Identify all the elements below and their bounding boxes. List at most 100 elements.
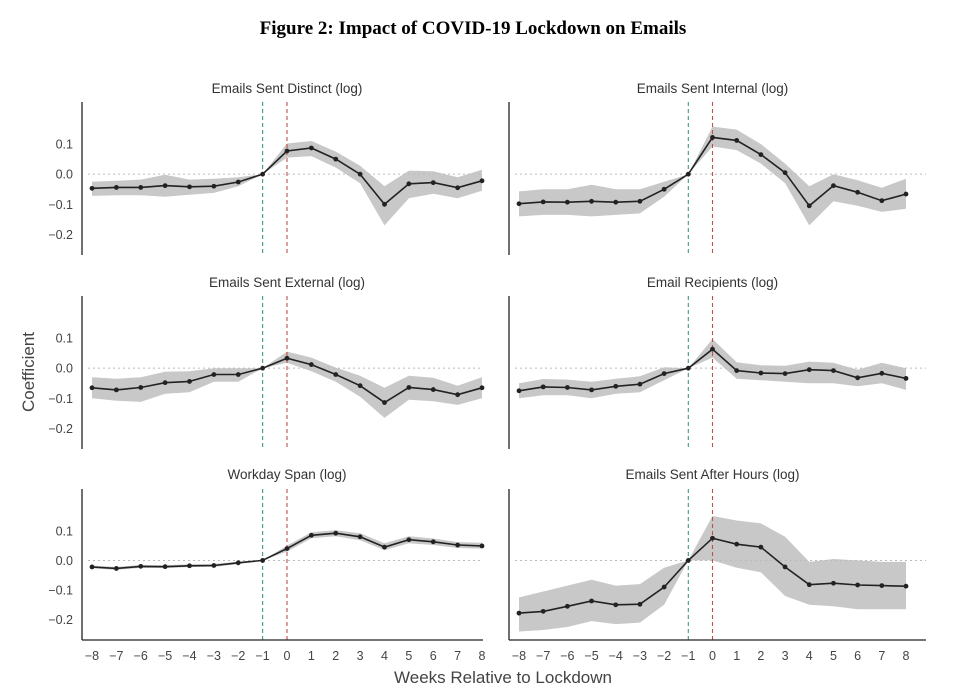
figure-title: Figure 2: Impact of COVID-19 Lockdown on… — [260, 18, 687, 39]
y-tick-label: −0.2 — [48, 228, 73, 242]
data-point — [855, 189, 861, 195]
data-point — [430, 387, 436, 392]
panel-1: Emails Sent Distinct (log) 0.1 0.0 −0.1 −0.2 — [48, 81, 485, 255]
x-tick-label: −2 — [657, 649, 671, 663]
data-point — [187, 563, 192, 569]
data-point — [357, 534, 363, 540]
y-tick-label: −0.1 — [48, 198, 73, 212]
data-point — [113, 566, 119, 571]
panel-title: Emails Sent Distinct (log) — [212, 81, 363, 96]
y-tick-label: 0.0 — [56, 168, 73, 182]
x-tick-label: 4 — [381, 649, 388, 663]
panel-title: Emails Sent Internal (log) — [637, 81, 789, 96]
data-point — [685, 365, 691, 371]
y-tick-label: −0.2 — [48, 422, 73, 436]
data-point — [382, 544, 387, 550]
data-point — [879, 198, 885, 204]
data-point — [831, 183, 836, 189]
y-tick-label: 0.1 — [56, 332, 73, 346]
x-tick-label: 6 — [854, 649, 861, 663]
data-point — [455, 542, 461, 548]
data-point — [758, 544, 764, 550]
x-tick-label: 1 — [733, 649, 740, 663]
data-point — [613, 383, 619, 389]
x-tick-label: −8 — [85, 649, 99, 663]
data-point — [479, 543, 485, 549]
data-point — [357, 171, 363, 177]
data-point — [758, 370, 764, 376]
data-point — [661, 584, 667, 590]
data-point — [406, 537, 412, 543]
x-tick-label: 5 — [405, 649, 412, 663]
data-point — [782, 564, 788, 570]
data-point — [685, 558, 691, 563]
y-tick-label: −0.2 — [48, 613, 73, 627]
data-point — [903, 583, 909, 589]
data-point — [138, 185, 144, 190]
data-point — [637, 198, 643, 204]
x-tick-label: 7 — [454, 649, 461, 663]
x-tick-label: −7 — [109, 649, 123, 663]
data-point — [637, 381, 643, 387]
x-tick-label: −4 — [182, 649, 196, 663]
x-tick-label: −1 — [681, 649, 695, 663]
data-point — [613, 199, 619, 205]
data-point — [879, 370, 885, 376]
data-point — [806, 582, 812, 588]
data-point — [903, 191, 909, 197]
data-point — [308, 362, 314, 367]
x-tick-label: −8 — [512, 649, 526, 663]
data-point — [357, 383, 363, 389]
data-point — [831, 580, 836, 586]
data-point — [333, 156, 339, 162]
data-point — [430, 539, 436, 545]
panel-4: Email Recipients (log) — [508, 275, 926, 449]
data-point — [260, 365, 266, 371]
x-tick-label: 1 — [308, 649, 315, 663]
data-point — [879, 583, 885, 588]
data-point — [564, 385, 570, 390]
data-point — [564, 199, 570, 205]
data-point — [211, 563, 217, 568]
data-point — [589, 387, 594, 393]
y-tick-label: 0.0 — [56, 362, 73, 376]
data-point — [661, 371, 667, 377]
data-point — [162, 380, 168, 386]
data-point — [455, 392, 461, 398]
data-point — [479, 178, 485, 184]
x-tick-label: 3 — [357, 649, 364, 663]
data-point — [782, 371, 788, 377]
data-point — [661, 186, 667, 192]
data-point — [308, 145, 314, 151]
x-tick-label: 6 — [430, 649, 437, 663]
data-point — [211, 183, 217, 189]
x-tick-label: 0 — [284, 649, 291, 663]
data-point — [637, 601, 643, 607]
y-tick-label: 0.0 — [56, 554, 73, 568]
data-point — [235, 179, 241, 185]
data-point — [479, 385, 485, 391]
panel-title: Workday Span (log) — [227, 467, 346, 482]
x-tick-label: 4 — [806, 649, 813, 663]
data-point — [162, 564, 168, 570]
data-point — [710, 535, 715, 541]
data-point — [406, 385, 412, 390]
data-point — [758, 152, 764, 158]
data-point — [382, 201, 387, 207]
data-point — [710, 135, 715, 140]
data-point — [430, 180, 436, 186]
panel-title: Email Recipients (log) — [647, 275, 778, 290]
y-tick-label: 0.1 — [56, 138, 73, 152]
x-tick-label: 5 — [830, 649, 837, 663]
data-point — [308, 532, 314, 538]
x-tick-label: −5 — [158, 649, 172, 663]
data-point — [284, 148, 290, 154]
data-point — [855, 375, 861, 381]
data-point — [516, 201, 522, 207]
data-point — [187, 379, 192, 384]
data-point — [540, 199, 546, 205]
data-point — [260, 558, 266, 563]
x-tick-label: 8 — [903, 649, 910, 663]
data-point — [540, 608, 546, 614]
